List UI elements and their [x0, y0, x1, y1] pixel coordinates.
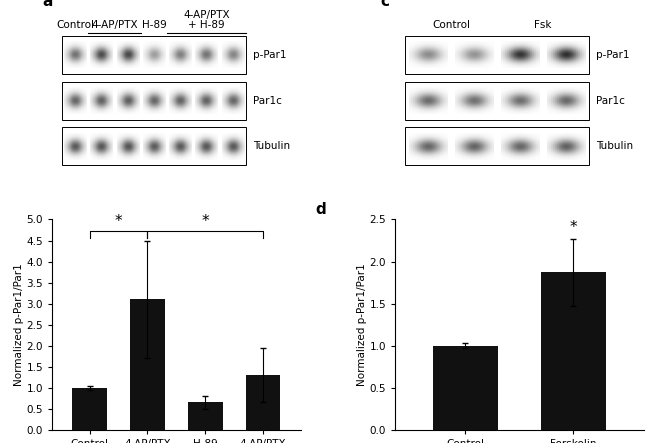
Text: *: *: [114, 214, 122, 229]
Text: a: a: [42, 0, 53, 9]
Text: c: c: [380, 0, 389, 9]
Bar: [246, 375, 280, 430]
Y-axis label: Normalized p-Par1/Par1: Normalized p-Par1/Par1: [357, 263, 367, 386]
Text: Par1c: Par1c: [596, 96, 625, 106]
Text: d: d: [315, 202, 326, 218]
Bar: [72, 388, 107, 430]
Text: Tubulin: Tubulin: [596, 141, 633, 152]
Bar: [62, 82, 246, 120]
Text: Tubulin: Tubulin: [254, 141, 291, 152]
Bar: [405, 128, 589, 165]
Text: Control: Control: [432, 20, 470, 31]
Bar: [405, 36, 589, 74]
Text: *: *: [569, 221, 577, 236]
Text: 4-AP/PTX
+ H-89: 4-AP/PTX + H-89: [183, 10, 229, 31]
Bar: [405, 82, 589, 120]
Text: Par1c: Par1c: [254, 96, 282, 106]
Bar: [62, 128, 246, 165]
Text: *: *: [202, 214, 209, 229]
Text: p-Par1: p-Par1: [254, 50, 287, 60]
Y-axis label: Normalized p-Par1/Par1: Normalized p-Par1/Par1: [14, 263, 23, 386]
Text: p-Par1: p-Par1: [596, 50, 630, 60]
Text: H-89: H-89: [142, 20, 166, 31]
Text: 4-AP/PTX: 4-AP/PTX: [91, 20, 138, 31]
Bar: [130, 299, 164, 430]
Bar: [62, 36, 246, 74]
Text: Fsk: Fsk: [534, 20, 552, 31]
Bar: [188, 402, 222, 430]
Bar: [541, 272, 606, 430]
Bar: [433, 346, 498, 430]
Text: Control: Control: [56, 20, 94, 31]
